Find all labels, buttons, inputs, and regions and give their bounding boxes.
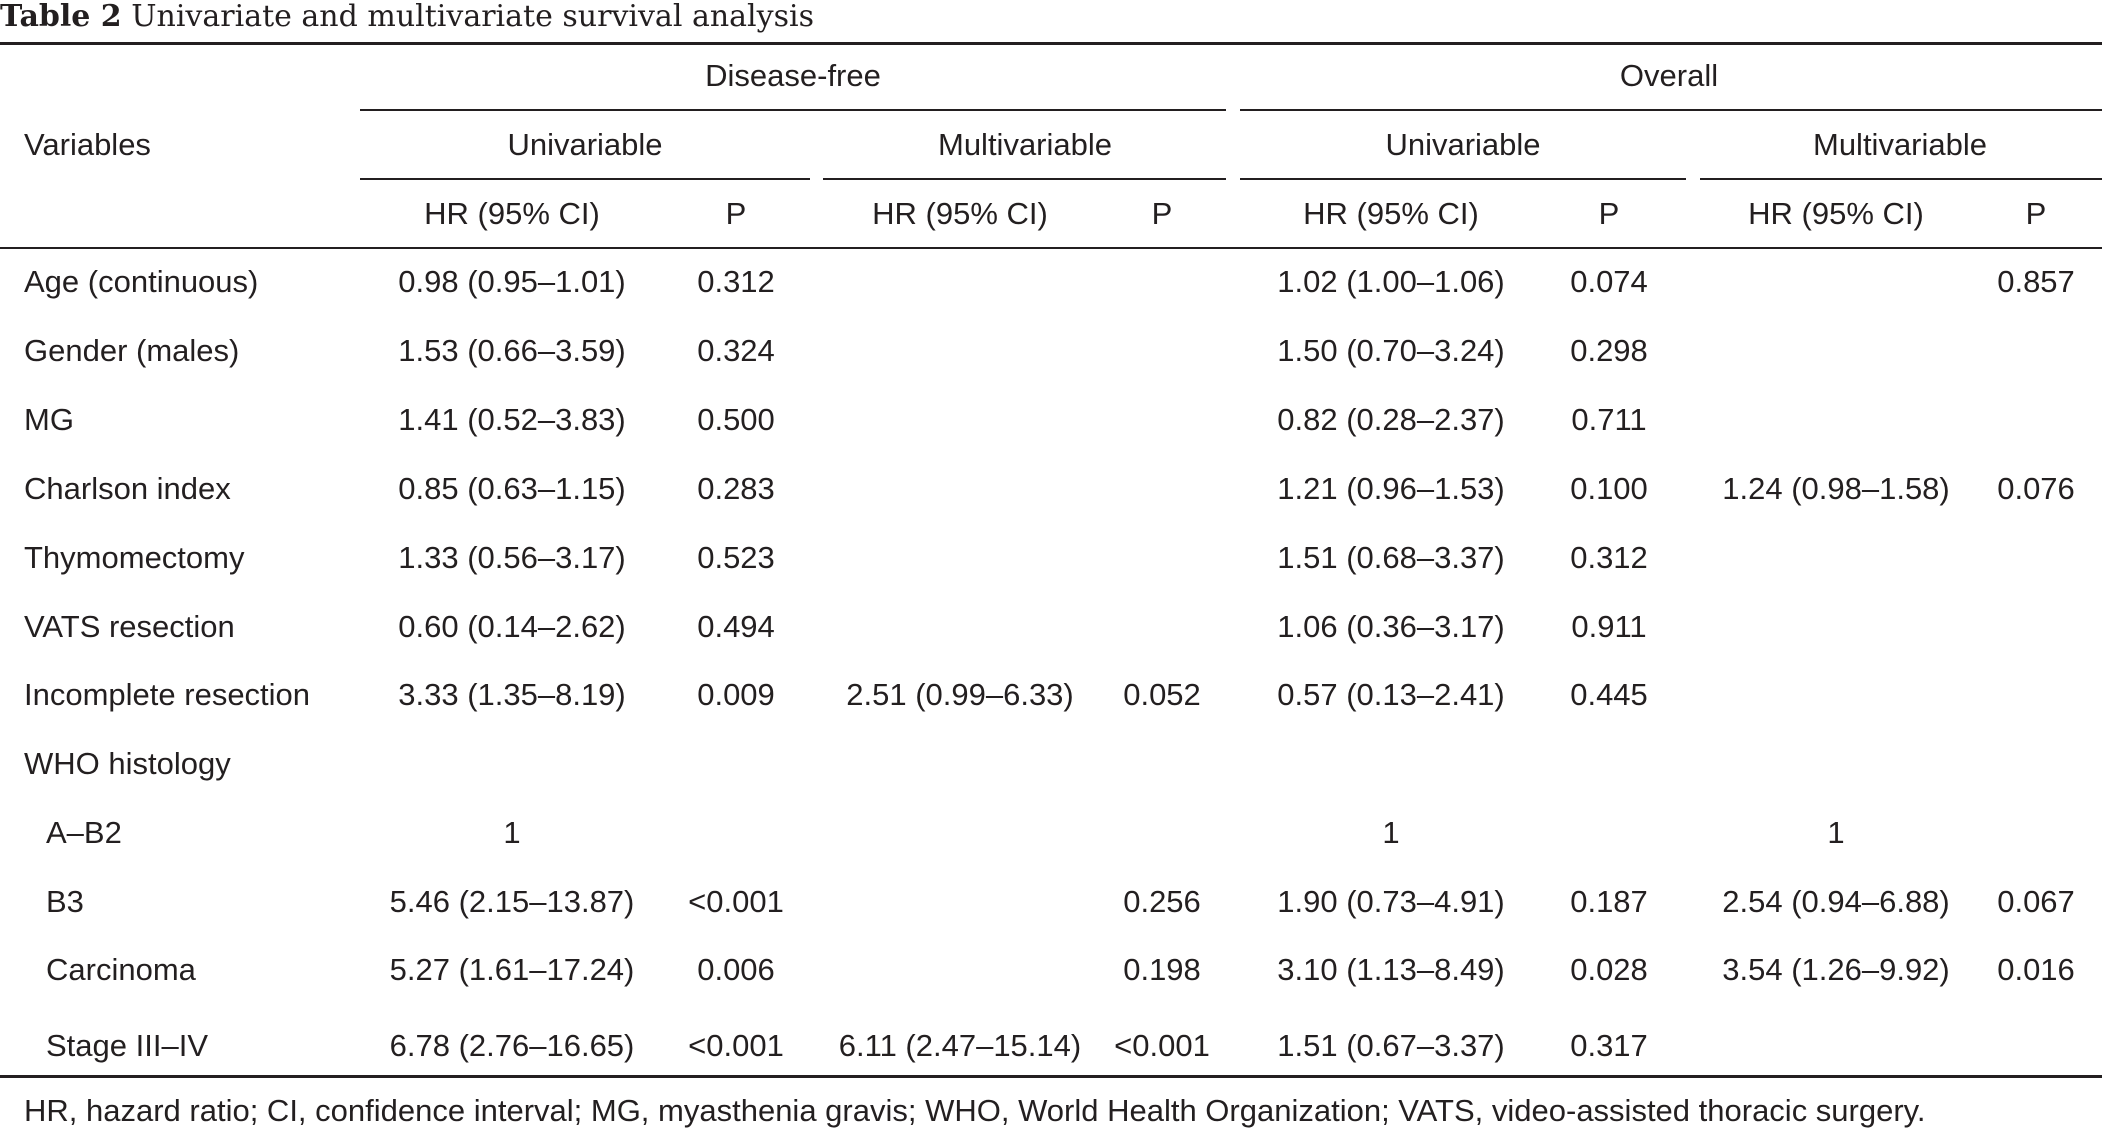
bottom-rule: [0, 1075, 2102, 1078]
cell-os-multi-p: 0.076: [1997, 471, 2075, 506]
row-label: Carcinoma: [46, 952, 196, 987]
cell-df-multi-p: 0.052: [1123, 677, 1201, 712]
cell-df-uni-p: 0.494: [697, 609, 775, 644]
cell-df-uni-p: 0.500: [697, 402, 775, 437]
group-rule-disease-free: [360, 109, 1226, 111]
cell-os-multi-p: 0.857: [1997, 264, 2075, 299]
header-rule: [0, 247, 2102, 249]
cell-df-multi-p: <0.001: [1114, 1028, 1210, 1063]
row-label: Charlson index: [24, 471, 231, 506]
cell-os-multi-hr: 2.54 (0.94–6.88): [1722, 884, 1950, 919]
cell-os-uni-hr: 1: [1382, 815, 1400, 850]
cell-os-uni-p: 0.187: [1570, 884, 1648, 919]
header-subgroup-df-univariable: Univariable: [507, 127, 663, 162]
cell-os-uni-hr: 1.21 (0.96–1.53): [1277, 471, 1505, 506]
cell-os-uni-p: 0.028: [1570, 952, 1648, 987]
cell-os-multi-hr: 3.54 (1.26–9.92): [1722, 952, 1950, 987]
subgroup-rule-os-multivariable: [1700, 178, 2102, 180]
row-label: Age (continuous): [24, 264, 259, 299]
subgroup-rule-os-univariable: [1240, 178, 1686, 180]
cell-df-uni-hr: 5.27 (1.61–17.24): [389, 952, 635, 987]
header-group-overall: Overall: [1619, 58, 1719, 93]
cell-df-uni-p: <0.001: [688, 1028, 784, 1063]
cell-os-uni-p: 0.074: [1570, 264, 1648, 299]
cell-df-multi-hr: 6.11 (2.47–15.14): [838, 1028, 1082, 1063]
cell-df-uni-hr: 1: [503, 815, 521, 850]
header-hr-2: HR (95% CI): [872, 196, 1048, 231]
cell-df-uni-p: 0.009: [697, 677, 775, 712]
row-label: A–B2: [46, 815, 122, 850]
cell-df-uni-hr: 1.53 (0.66–3.59): [398, 333, 626, 368]
cell-os-uni-hr: 0.82 (0.28–2.37): [1277, 402, 1505, 437]
cell-df-multi-p: 0.198: [1123, 952, 1201, 987]
subgroup-rule-df-multivariable: [823, 178, 1226, 180]
group-rule-overall: [1240, 109, 2102, 111]
row-label: VATS resection: [24, 609, 235, 644]
table-caption-label: Table 2: [0, 0, 122, 34]
cell-os-uni-hr: 0.57 (0.13–2.41): [1277, 677, 1505, 712]
cell-df-uni-p: 0.523: [697, 540, 775, 575]
header-variables: Variables: [24, 127, 151, 162]
cell-os-multi-p: 0.067: [1997, 884, 2075, 919]
subgroup-rule-df-univariable: [360, 178, 810, 180]
cell-df-uni-hr: 0.60 (0.14–2.62): [398, 609, 626, 644]
cell-df-uni-hr: 1.33 (0.56–3.17): [398, 540, 626, 575]
cell-df-uni-hr: 1.41 (0.52–3.83): [398, 402, 626, 437]
cell-os-uni-p: 0.317: [1570, 1028, 1648, 1063]
row-label: Incomplete resection: [24, 677, 311, 712]
cell-df-uni-p: 0.283: [697, 471, 775, 506]
header-subgroup-os-univariable: Univariable: [1385, 127, 1541, 162]
header-subgroup-os-multivariable: Multivariable: [1812, 127, 1988, 162]
header-hr-3: HR (95% CI): [1303, 196, 1479, 231]
cell-df-uni-hr: 0.85 (0.63–1.15): [398, 471, 626, 506]
cell-os-uni-p: 0.312: [1570, 540, 1648, 575]
row-label: WHO histology: [24, 746, 231, 781]
top-rule: [0, 42, 2102, 45]
row-label: B3: [46, 884, 84, 919]
cell-df-uni-p: <0.001: [688, 884, 784, 919]
table-footnote: HR, hazard ratio; CI, confidence interva…: [24, 1093, 1926, 1128]
cell-os-uni-hr: 1.90 (0.73–4.91): [1277, 884, 1505, 919]
cell-df-uni-hr: 5.46 (2.15–13.87): [389, 884, 635, 919]
cell-os-uni-hr: 3.10 (1.13–8.49): [1277, 952, 1505, 987]
cell-os-uni-hr: 1.51 (0.67–3.37): [1277, 1028, 1505, 1063]
cell-os-uni-p: 0.298: [1570, 333, 1648, 368]
cell-os-uni-hr: 1.51 (0.68–3.37): [1277, 540, 1505, 575]
header-hr-1: HR (95% CI): [424, 196, 600, 231]
cell-os-uni-p: 0.445: [1570, 677, 1648, 712]
cell-df-multi-p: 0.256: [1123, 884, 1201, 919]
row-label: MG: [24, 402, 74, 437]
table-caption-title: Univariate and multivariate survival ana…: [131, 0, 814, 34]
cell-os-uni-p: 0.711: [1571, 402, 1647, 437]
header-p-4: P: [2025, 196, 2047, 231]
row-label: Thymomectomy: [24, 540, 245, 575]
cell-df-uni-hr: 6.78 (2.76–16.65): [389, 1028, 635, 1063]
row-label: Gender (males): [24, 333, 240, 368]
cell-os-multi-hr: 1.24 (0.98–1.58): [1722, 471, 1950, 506]
cell-os-uni-hr: 1.50 (0.70–3.24): [1277, 333, 1505, 368]
header-hr-4: HR (95% CI): [1748, 196, 1924, 231]
cell-os-uni-p: 0.911: [1571, 609, 1647, 644]
cell-os-multi-p: 0.016: [1997, 952, 2075, 987]
cell-df-uni-p: 0.312: [697, 264, 775, 299]
header-p-2: P: [1151, 196, 1173, 231]
row-label: Stage III–IV: [46, 1028, 208, 1063]
table-caption: Table 2 Univariate and multivariate surv…: [0, 0, 814, 34]
cell-df-uni-hr: 0.98 (0.95–1.01): [398, 264, 626, 299]
cell-os-uni-p: 0.100: [1570, 471, 1648, 506]
cell-os-uni-hr: 1.02 (1.00–1.06): [1277, 264, 1505, 299]
cell-df-uni-p: 0.006: [697, 952, 775, 987]
cell-os-uni-hr: 1.06 (0.36–3.17): [1277, 609, 1505, 644]
header-subgroup-df-multivariable: Multivariable: [937, 127, 1113, 162]
cell-os-multi-hr: 1: [1827, 815, 1845, 850]
cell-df-multi-hr: 2.51 (0.99–6.33): [846, 677, 1074, 712]
cell-df-uni-p: 0.324: [697, 333, 775, 368]
header-group-disease-free: Disease-free: [705, 58, 881, 93]
header-p-3: P: [1598, 196, 1620, 231]
header-p-1: P: [725, 196, 747, 231]
cell-df-uni-hr: 3.33 (1.35–8.19): [398, 677, 626, 712]
